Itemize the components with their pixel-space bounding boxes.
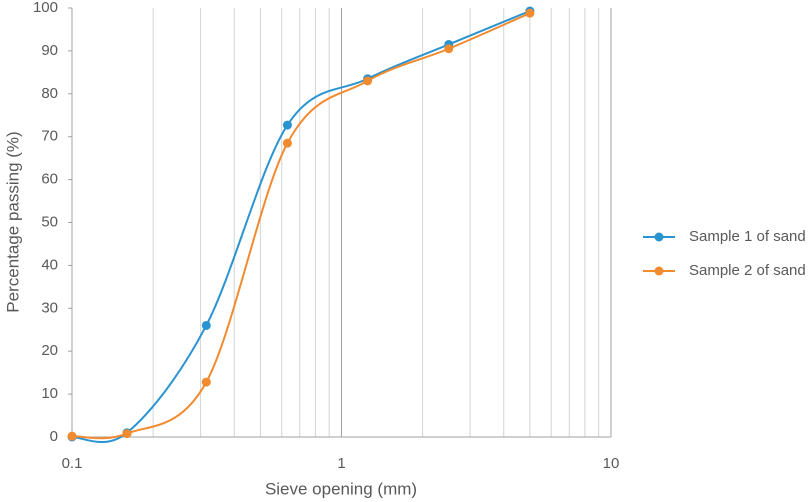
x-tick-label: 10 bbox=[603, 455, 620, 472]
point bbox=[201, 377, 211, 387]
y-axis-title: Percentage passing (%) bbox=[3, 131, 22, 312]
y-tick-label: 20 bbox=[41, 342, 58, 359]
legend-marker bbox=[654, 266, 664, 276]
point bbox=[282, 138, 292, 148]
y-tick-label: 90 bbox=[41, 42, 58, 59]
y-tick-label: 10 bbox=[41, 385, 58, 402]
point bbox=[282, 120, 292, 130]
y-tick-label: 70 bbox=[41, 128, 58, 145]
y-tick-label: 60 bbox=[41, 171, 58, 188]
x-axis-title: Sieve opening (mm) bbox=[265, 479, 417, 498]
legend-label: Sample 2 of sand bbox=[689, 262, 806, 279]
y-tick-label: 100 bbox=[33, 0, 58, 16]
legend-marker bbox=[654, 232, 664, 242]
point bbox=[444, 44, 454, 54]
y-tick-label: 0 bbox=[50, 428, 58, 445]
y-tick-label: 40 bbox=[41, 256, 58, 273]
series-line bbox=[71, 10, 531, 443]
x-tick-label: 1 bbox=[337, 455, 345, 472]
y-tick-label: 30 bbox=[41, 299, 58, 316]
y-tick-label: 50 bbox=[41, 213, 58, 230]
y-tick-label: 80 bbox=[41, 85, 58, 102]
point bbox=[525, 8, 535, 18]
point bbox=[122, 429, 132, 439]
series-line bbox=[71, 12, 531, 440]
point bbox=[201, 320, 211, 330]
x-tick-label: 0.1 bbox=[62, 455, 83, 472]
point bbox=[67, 431, 77, 441]
legend-label: Sample 1 of sand bbox=[689, 228, 806, 245]
point bbox=[363, 76, 373, 86]
